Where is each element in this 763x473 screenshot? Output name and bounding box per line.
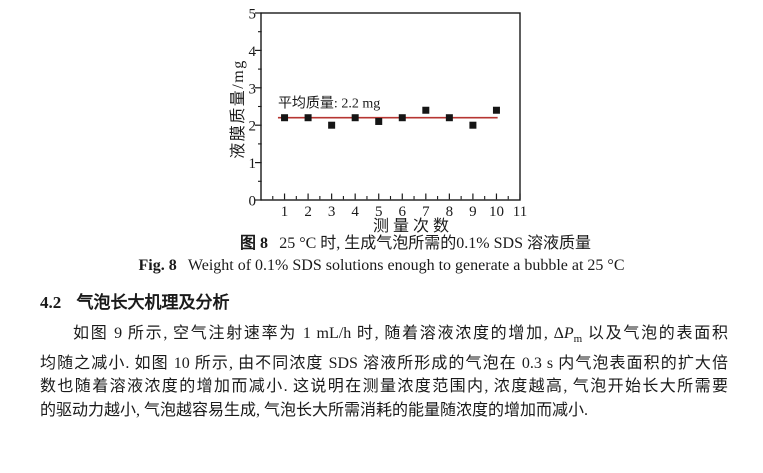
svg-text:2: 2 (249, 119, 257, 135)
data-point (281, 114, 289, 122)
paragraph-text: 以及气泡的表面积 (582, 325, 728, 342)
math-variable-P: P (563, 325, 574, 342)
paragraph-line: 均随之减小. 如图 10 所示, 由不同浓度 SDS 溶液所形成的气泡在 0.3… (40, 354, 728, 372)
section-number: 4.2 (40, 293, 62, 312)
paragraph-line: 如图 9 所示, 空气注射速率为 1 mL/h 时, 随着溶液浓度的增加, ΔP… (40, 322, 728, 352)
svg-text:4: 4 (351, 204, 359, 220)
data-point (304, 114, 312, 122)
data-point (328, 121, 336, 129)
math-subscript-m: m (573, 333, 583, 345)
figure-caption-en-label: Fig. 8 (138, 257, 177, 274)
svg-text:0: 0 (249, 194, 257, 210)
x-axis-label: 测量次数 (373, 217, 453, 235)
svg-text:10: 10 (489, 204, 504, 220)
paragraph-text: 如图 9 所示, 空气注射速率为 1 mL/h 时, 随着溶液浓度的增加, Δ (73, 325, 564, 342)
data-point (375, 117, 383, 125)
y-axis-ticks: 0 1 2 3 4 5 (249, 7, 262, 210)
svg-text:平均质量: 2.2 mg: 平均质量: 2.2 mg (278, 96, 380, 112)
data-points (281, 106, 500, 129)
data-point (492, 106, 500, 114)
figure-caption-chinese: 图 8 25 °C 时, 生成气泡所需的0.1% SDS 溶液质量 (34, 234, 763, 254)
svg-text:1: 1 (249, 156, 257, 172)
y-axis-label: 液膜质量/mg (229, 59, 247, 158)
mean-annotation: 平均质量: 2.2 mg (278, 96, 380, 112)
figure-caption-cn-label: 图 8 (240, 235, 269, 252)
x-axis-ticks: 1 2 3 4 5 6 7 8 9 10 11 (272, 193, 527, 220)
svg-text:4: 4 (249, 44, 257, 60)
section-title: 气泡长大机理及分析 (76, 293, 230, 312)
svg-text:2: 2 (304, 204, 312, 220)
svg-text:5: 5 (249, 7, 257, 23)
body-paragraph: 如图 9 所示, 空气注射速率为 1 mL/h 时, 随着溶液浓度的增加, ΔP… (40, 322, 728, 422)
paragraph-line: 数也随着溶液浓度的增加而减小. 这说明在测量浓度范围内, 浓度越高, 气泡开始长… (40, 378, 728, 395)
figure-caption-en-text: Weight of 0.1% SDS solutions enough to g… (187, 257, 625, 274)
svg-text:1: 1 (281, 204, 289, 220)
data-point (422, 106, 430, 114)
data-point (445, 114, 453, 122)
svg-text:9: 9 (469, 204, 477, 220)
svg-text:5: 5 (375, 204, 383, 220)
svg-text:7: 7 (422, 204, 430, 220)
section-heading: 4.2 气泡长大机理及分析 (40, 293, 230, 313)
svg-text:3: 3 (249, 81, 257, 97)
svg-text:8: 8 (446, 204, 454, 220)
data-point (398, 114, 406, 122)
svg-text:6: 6 (399, 204, 407, 220)
axis-labels: 测量次数 液膜质量/mg (229, 59, 453, 235)
figure-caption-cn-text: 25 °C 时, 生成气泡所需的0.1% SDS 溶液质量 (279, 235, 591, 252)
figure-caption-english: Fig. 8 Weight of 0.1% SDS solutions enoug… (0, 256, 763, 276)
data-point (469, 121, 477, 129)
data-point (351, 114, 359, 122)
svg-text:3: 3 (328, 204, 336, 220)
svg-text:11: 11 (513, 204, 527, 220)
paragraph-line: 的驱动力越小, 气泡越容易生成, 气泡长大所需消耗的能量随浓度的增加而减小. (40, 401, 589, 419)
